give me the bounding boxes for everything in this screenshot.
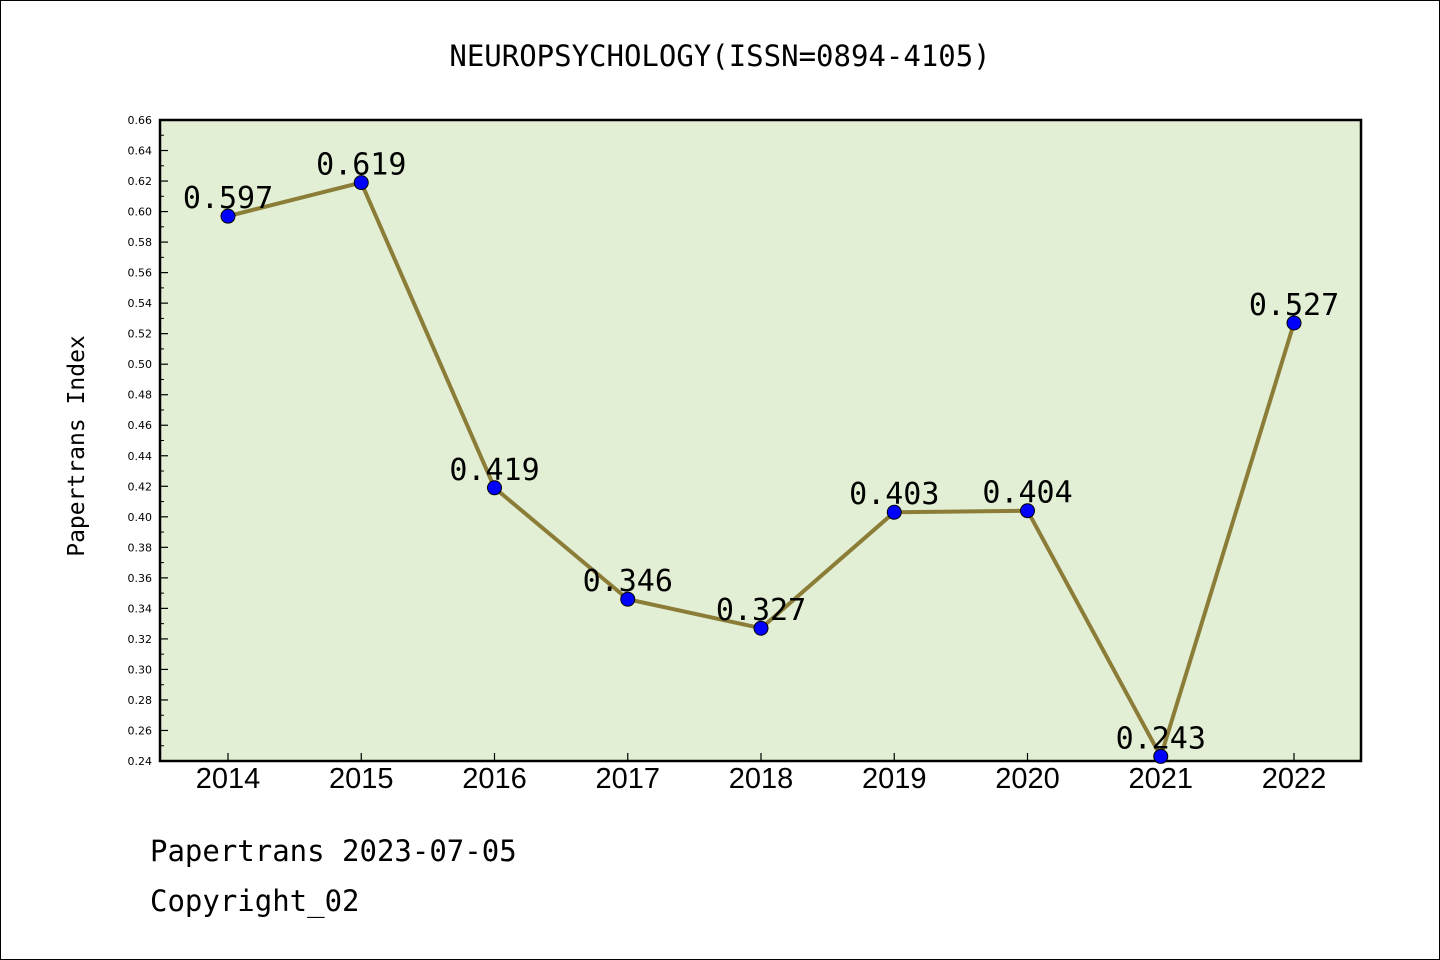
data-point <box>620 591 636 607</box>
data-point <box>1286 315 1302 331</box>
plot-area <box>158 118 1363 763</box>
y-tick-label: 0.40 <box>128 511 153 524</box>
x-tick-label: 2018 <box>729 763 794 795</box>
y-tick-label: 0.60 <box>128 206 153 219</box>
y-tick-label: 0.42 <box>128 480 153 493</box>
y-tick-label: 0.44 <box>128 450 153 463</box>
y-tick-label: 0.56 <box>128 267 153 280</box>
data-label: 0.419 <box>449 453 539 488</box>
data-label: 0.327 <box>716 593 806 628</box>
y-axis: 0.24 0.26 0.28 0.30 0.32 0.34 0.36 0.38 0.40 0.42… <box>128 114 168 768</box>
y-tick-label: 0.28 <box>128 694 153 707</box>
data-point <box>1020 503 1035 519</box>
y-tick-label: 0.36 <box>128 572 153 585</box>
data-label: 0.403 <box>849 477 939 512</box>
x-tick-label: 2017 <box>595 763 660 795</box>
y-tick-label: 0.30 <box>128 663 153 676</box>
x-tick-label: 2021 <box>1128 763 1193 795</box>
footer-date: Papertrans 2023-07-05 <box>150 834 517 868</box>
footer-copyright: Copyright_02 <box>150 884 360 918</box>
data-label: 0.346 <box>583 564 673 599</box>
y-tick-label: 0.26 <box>128 724 153 737</box>
x-tick-label: 2014 <box>196 763 261 795</box>
data-label: 0.527 <box>1249 288 1339 323</box>
x-tick-label: 2022 <box>1262 763 1327 795</box>
x-tick-label: 2016 <box>462 763 527 795</box>
y-tick-label: 0.58 <box>128 236 153 249</box>
y-tick-label: 0.46 <box>128 419 153 432</box>
data-point <box>886 504 902 520</box>
x-axis: 2014 2015 2016 2017 2018 2019 2020 2021 2022 <box>196 753 1327 795</box>
y-tick-label: 0.64 <box>128 145 153 158</box>
y-axis-label: Papertrans Index <box>64 335 90 557</box>
data-label: 0.243 <box>1116 721 1206 756</box>
x-tick-label: 2015 <box>329 763 394 795</box>
y-tick-label: 0.34 <box>128 602 153 615</box>
y-tick-label: 0.52 <box>128 328 153 341</box>
x-tick-label: 2020 <box>995 763 1060 795</box>
y-tick-label: 0.62 <box>128 175 153 188</box>
y-tick-label: 0.48 <box>128 389 153 402</box>
data-point <box>1153 748 1169 764</box>
y-tick-label: 0.38 <box>128 541 153 554</box>
y-tick-label: 0.24 <box>128 755 153 768</box>
chart-title: NEUROPSYCHOLOGY(ISSN=0894-4105) <box>449 39 990 73</box>
y-tick-label: 0.66 <box>128 114 153 127</box>
data-label: 0.619 <box>316 148 406 183</box>
data-label: 0.597 <box>183 181 273 216</box>
data-label: 0.404 <box>982 476 1072 511</box>
data-point <box>753 620 769 636</box>
data-point <box>220 208 236 224</box>
series-group: 0.597 0.619 0.419 0.346 0.327 0.403 0.404 0.243… <box>183 148 1339 764</box>
y-tick-label: 0.50 <box>128 358 153 371</box>
y-tick-label: 0.54 <box>128 297 153 310</box>
x-tick-label: 2019 <box>862 763 927 795</box>
y-tick-label: 0.32 <box>128 633 153 646</box>
data-point <box>487 480 502 496</box>
data-point <box>353 175 369 191</box>
